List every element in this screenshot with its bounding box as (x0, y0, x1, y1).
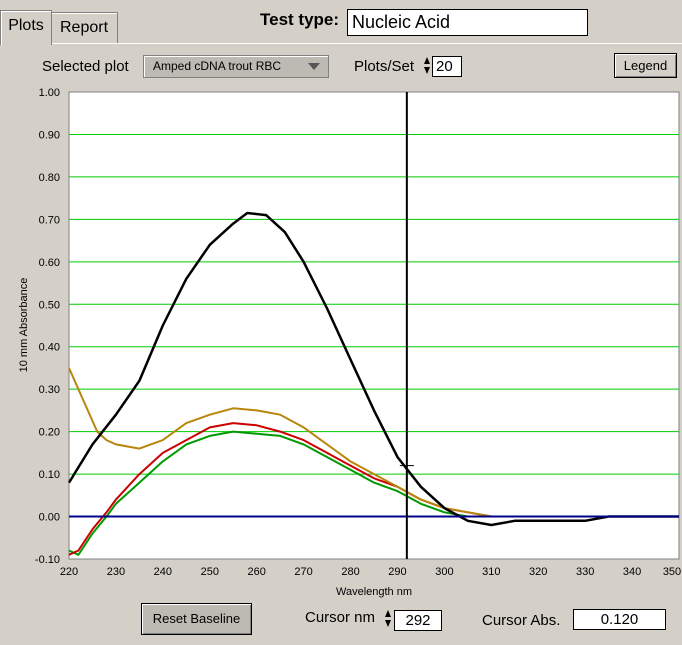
y-tick-label: 0.20 (39, 427, 60, 439)
tab-report[interactable]: Report (50, 12, 118, 43)
selected-plot-dropdown[interactable]: Amped cDNA trout RBC (143, 55, 329, 78)
x-tick-labels: 220 230 240 250 260 270 280 290 300 310 320 330 340 3… (60, 566, 681, 578)
plots-per-set-label: Plots/Set (354, 58, 415, 75)
cursor-abs-label: Cursor Abs. (482, 612, 561, 629)
x-tick-label: 280 (341, 566, 359, 578)
cursor-nm-label: Cursor nm (305, 609, 376, 626)
absorbance-chart[interactable]: -0.10 0.00 0.10 0.20 0.30 0.40 0.50 0.60 0.70 0.8… (0, 80, 682, 600)
cursor-nm-spinner[interactable] (385, 608, 392, 630)
cursor-abs-field: 0.120 (573, 609, 666, 630)
test-type-label: Test type: (260, 10, 340, 29)
test-type-field[interactable]: Nucleic Acid (347, 9, 588, 36)
reset-baseline-button[interactable]: Reset Baseline (141, 603, 252, 635)
x-tick-label: 300 (435, 566, 453, 578)
selected-plot-value: Amped cDNA trout RBC (153, 59, 282, 73)
plot-area (68, 91, 680, 560)
y-tick-label: 0.60 (39, 257, 60, 269)
chevron-down-icon (308, 63, 320, 70)
y-tick-label: 0.30 (39, 384, 60, 396)
y-tick-label: 0.80 (39, 172, 60, 184)
x-tick-label: 250 (201, 566, 219, 578)
spin-up-icon[interactable] (424, 57, 430, 64)
y-tick-labels: -0.10 0.00 0.10 0.20 0.30 0.40 0.50 0.60 0.70 0.8… (35, 87, 60, 566)
y-tick-label: 1.00 (39, 87, 60, 99)
grid-lines (69, 133, 679, 475)
x-tick-label: 290 (388, 566, 406, 578)
x-tick-label: 310 (482, 566, 500, 578)
plots-per-set-field[interactable]: 20 (432, 56, 462, 77)
y-tick-label: -0.10 (35, 554, 60, 566)
x-tick-label: 350 (663, 566, 681, 578)
legend-button[interactable]: Legend (614, 53, 677, 78)
y-tick-label: 0.90 (39, 129, 60, 141)
spin-down-icon[interactable] (385, 620, 391, 627)
y-axis-label: 10 mm Absorbance (18, 278, 30, 373)
x-tick-label: 220 (60, 566, 78, 578)
y-tick-label: 0.10 (39, 469, 60, 481)
x-tick-label: 330 (576, 566, 594, 578)
tab-divider (0, 43, 682, 44)
tab-bar: Plots Report (0, 0, 682, 45)
plots-per-set-spinner[interactable] (424, 55, 431, 77)
x-tick-label: 320 (529, 566, 547, 578)
selected-plot-label: Selected plot (42, 58, 129, 75)
x-tick-label: 260 (248, 566, 266, 578)
x-tick-label: 270 (294, 566, 312, 578)
series-line (67, 211, 679, 527)
y-tick-label: 0.00 (39, 512, 60, 524)
x-tick-label: 340 (623, 566, 641, 578)
cursor-nm-field[interactable]: 292 (394, 610, 442, 631)
x-axis-label: Wavelength nm (336, 586, 412, 598)
y-tick-label: 0.70 (39, 214, 60, 226)
spin-up-icon[interactable] (385, 610, 391, 617)
y-tick-label: 0.40 (39, 342, 60, 354)
x-tick-label: 230 (107, 566, 125, 578)
y-tick-label: 0.50 (39, 299, 60, 311)
tab-plots[interactable]: Plots (0, 10, 52, 45)
spin-down-icon[interactable] (424, 67, 430, 74)
x-tick-label: 240 (154, 566, 172, 578)
